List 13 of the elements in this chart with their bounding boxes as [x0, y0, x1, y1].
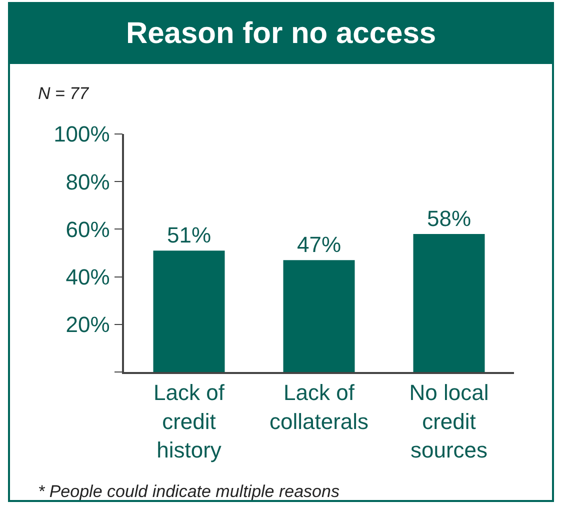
text: N = 77	[38, 84, 90, 103]
data-label: 47%	[296, 232, 342, 258]
data-label: 58%	[426, 206, 472, 231]
x-tick-label: Lack of collaterals	[269, 380, 369, 434]
x-tick-label: Lack of credit history	[154, 380, 226, 462]
chart-title: Reason for no access	[10, 4, 552, 64]
data-label: 51%	[166, 222, 212, 248]
y-tick-label: 100%	[54, 122, 110, 147]
x-tick-label: No local credit sources	[409, 380, 489, 462]
y-tick-label: 20%	[66, 312, 110, 338]
y-tick-label: 60%	[66, 216, 110, 242]
y-tick-label: 40%	[66, 264, 110, 290]
y-tick-label: 80%	[66, 169, 110, 194]
